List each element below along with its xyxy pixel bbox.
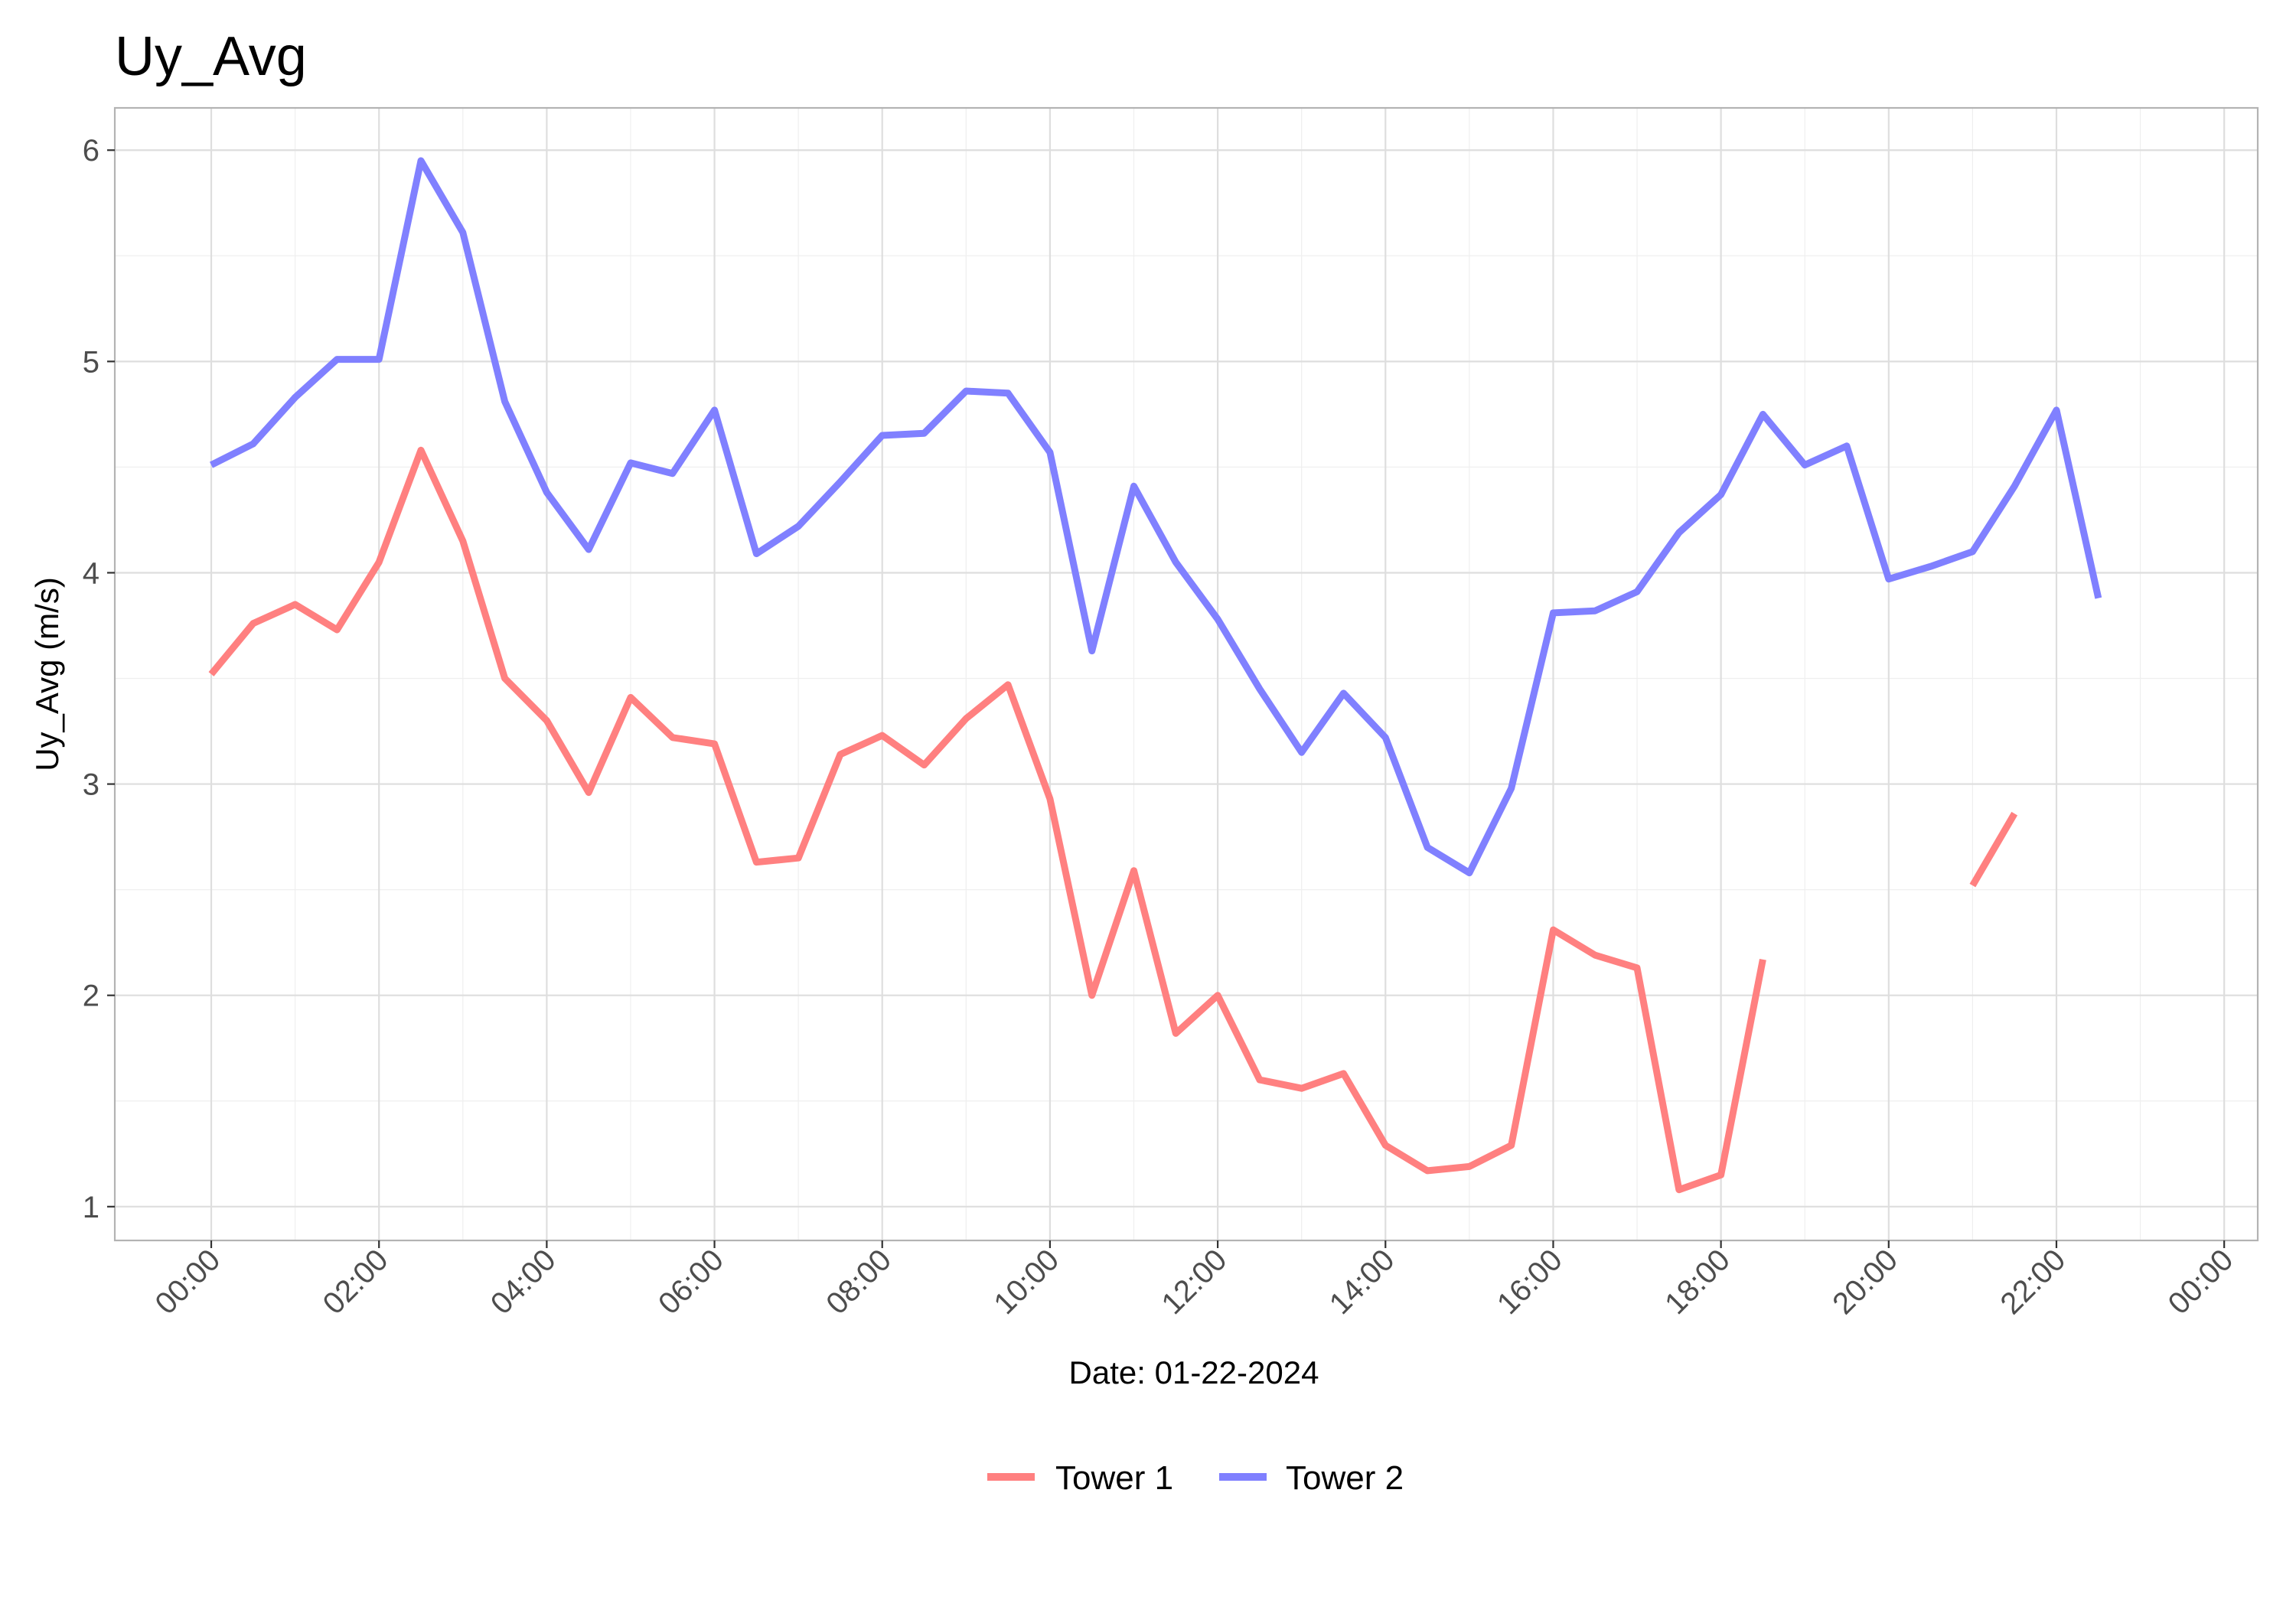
x-tick-label: 16:00 (1491, 1243, 1569, 1321)
y-axis-title: Uy_Avg (m/s) (29, 577, 65, 771)
legend: Tower 1 Tower 2 (987, 1459, 1404, 1497)
x-tick-label: 06:00 (652, 1243, 730, 1321)
x-tick-label: 12:00 (1156, 1243, 1234, 1321)
x-tick-label: 10:00 (987, 1243, 1065, 1321)
x-tick-label: 08:00 (820, 1243, 898, 1321)
x-axis-title: Date: 01-22-2024 (1069, 1354, 1319, 1390)
x-tick-label: 22:00 (1994, 1243, 2072, 1321)
series-line-tower-2 (209, 157, 2102, 877)
y-tick-label: 3 (83, 768, 99, 802)
plot-panel (113, 106, 2259, 1242)
x-tick-label: 14:00 (1323, 1243, 1401, 1321)
series-line-tower-1 (208, 446, 2018, 1194)
legend-label-tower-2: Tower 2 (1286, 1459, 1404, 1497)
y-tick-label: 2 (83, 980, 99, 1013)
legend-label-tower-1: Tower 1 (1055, 1459, 1173, 1497)
y-tick-label: 1 (83, 1191, 99, 1224)
y-tick-label: 4 (83, 556, 99, 590)
y-tick-label: 5 (83, 345, 99, 379)
gridlines (115, 108, 2258, 1240)
y-axis: 1 2 3 4 5 6 (83, 134, 115, 1224)
y-tick-label: 6 (83, 134, 99, 168)
series-layer (208, 157, 2102, 1194)
x-tick-label: 18:00 (1658, 1243, 1737, 1321)
x-tick-label: 00:00 (148, 1243, 227, 1321)
x-tick-label: 04:00 (484, 1243, 563, 1321)
x-tick-label: 20:00 (1826, 1243, 1904, 1321)
chart-title: Uy_Avg (115, 26, 307, 87)
x-tick-label: 02:00 (317, 1243, 395, 1321)
x-tick-label: 00:00 (2162, 1243, 2240, 1321)
x-axis: 00:00 02:00 04:00 06:00 08:00 10:00 12:00 14:00… (148, 1240, 2240, 1321)
